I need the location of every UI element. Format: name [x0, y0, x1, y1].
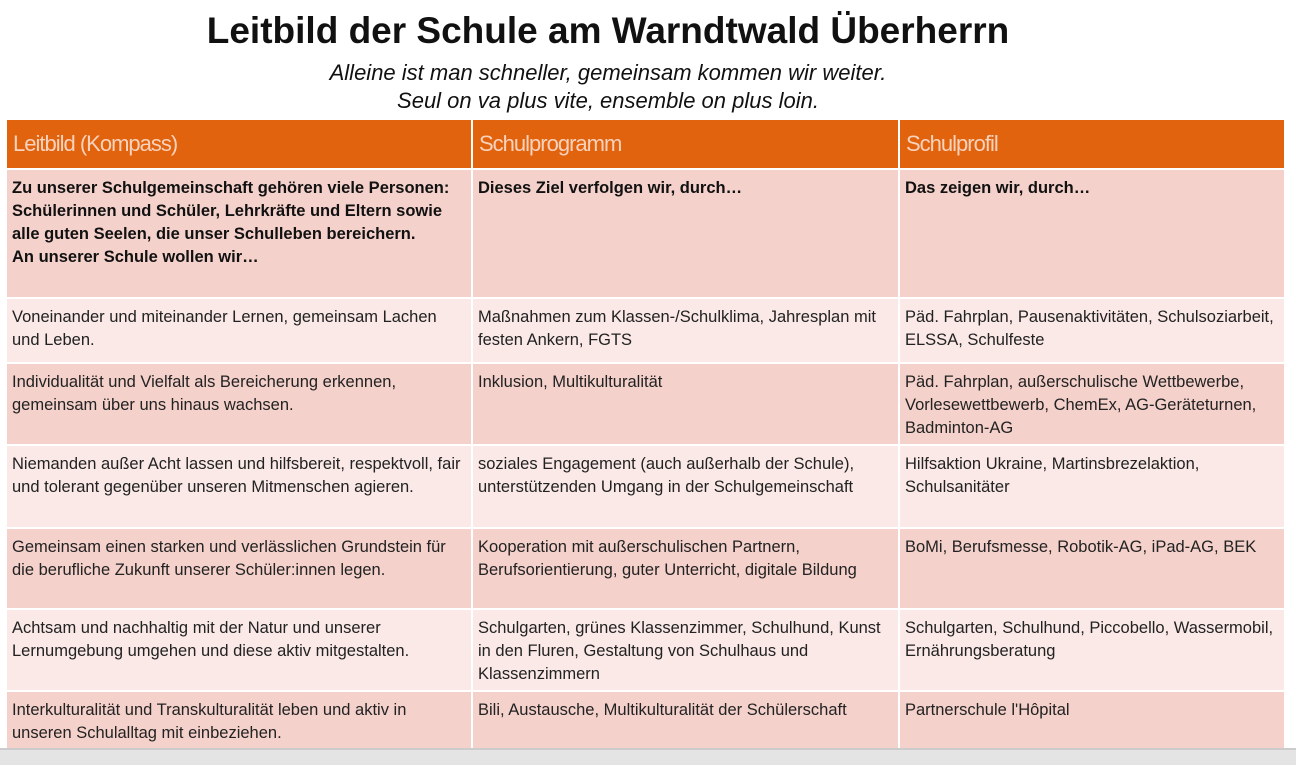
header-leitbild: Leitbild (Kompass): [7, 120, 473, 169]
cell-schulprofil: Partnerschule l'Hôpital: [899, 690, 1286, 752]
header-schulprogramm: Schulprogramm: [472, 120, 900, 169]
table-header-row: Leitbild (Kompass) Schulprogramm Schulpr…: [7, 120, 1286, 169]
cell-schulprogramm: Bili, Austausche, Multikulturalität der …: [472, 690, 900, 752]
leitbild-table: Leitbild (Kompass) Schulprogramm Schulpr…: [7, 120, 1286, 752]
table-row: Achtsam und nachhaltig mit der Natur und…: [7, 608, 1286, 691]
cell-leitbild: Interkulturalität und Transkulturalität …: [7, 690, 473, 752]
cell-schulprogramm: Schulgarten, grünes Klassenzimmer, Schul…: [472, 608, 900, 691]
cell-schulprogramm: soziales Engagement (auch außerhalb der …: [472, 444, 900, 528]
cell-schulprogramm: Kooperation mit außerschulischen Partner…: [472, 527, 900, 609]
cell-schulprofil: Schulgarten, Schulhund, Piccobello, Wass…: [899, 608, 1286, 691]
cell-leitbild: Niemanden außer Acht lassen und hilfsber…: [7, 444, 473, 528]
cell-leitbild: Gemeinsam einen starken und verlässliche…: [7, 527, 473, 609]
subtitle-german: Alleine ist man schneller, gemeinsam kom…: [329, 60, 887, 85]
cell-schulprofil: BoMi, Berufsmesse, Robotik-AG, iPad-AG, …: [899, 527, 1286, 609]
table-row: Gemeinsam einen starken und verlässliche…: [7, 527, 1286, 609]
table-row: Individualität und Vielfalt als Bereiche…: [7, 362, 1286, 445]
table-row: Voneinander und miteinander Lernen, geme…: [7, 297, 1286, 363]
bottom-bar: [0, 748, 1296, 765]
subtitle-french: Seul on va plus vite, ensemble on plus l…: [397, 88, 819, 113]
cell-leitbild: Voneinander und miteinander Lernen, geme…: [7, 297, 473, 363]
table-row: Niemanden außer Acht lassen und hilfsber…: [7, 444, 1286, 528]
page-title: Leitbild der Schule am Warndtwald Überhe…: [206, 10, 1010, 51]
cell-schulprogramm: Maßnahmen zum Klassen-/Schulklima, Jahre…: [472, 297, 900, 363]
cell-schulprofil: Päd. Fahrplan, außerschulische Wettbewer…: [899, 362, 1286, 445]
cell-schulprofil: Hilfsaktion Ukraine, Martinsbrezelaktion…: [899, 444, 1286, 528]
cell-leitbild: Achtsam und nachhaltig mit der Natur und…: [7, 608, 473, 691]
intro-row: Zu unserer Schulgemeinschaft gehören vie…: [7, 168, 1286, 298]
intro-cell-schulprogramm: Dieses Ziel verfolgen wir, durch…: [472, 168, 900, 298]
cell-leitbild: Individualität und Vielfalt als Bereiche…: [7, 362, 473, 445]
cell-schulprogramm: Inklusion, Multikulturalität: [472, 362, 900, 445]
header-schulprofil: Schulprofil: [899, 120, 1286, 169]
cell-schulprofil: Päd. Fahrplan, Pausenaktivitäten, Schuls…: [899, 297, 1286, 363]
intro-cell-schulprofil: Das zeigen wir, durch…: [899, 168, 1286, 298]
intro-cell-leitbild: Zu unserer Schulgemeinschaft gehören vie…: [7, 168, 473, 298]
table-row: Interkulturalität und Transkulturalität …: [7, 690, 1286, 752]
